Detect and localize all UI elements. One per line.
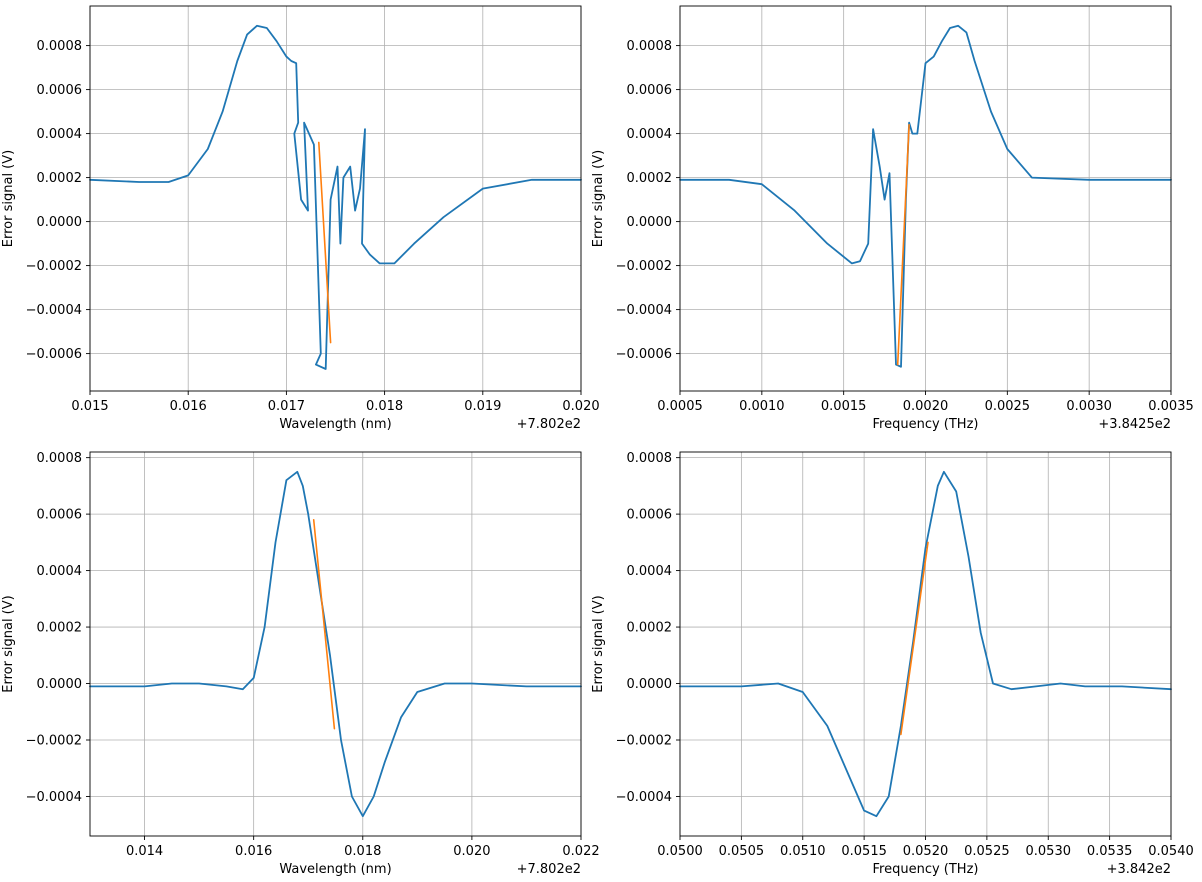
y-tick-label: 0.0000 [627, 215, 673, 230]
y-tick-label: 0.0006 [37, 83, 83, 98]
subplot-top-right: 0.0005 0.0010 0.0015 0.0020 0.0025 0.0030 0.00… [591, 5, 1194, 432]
data-line [679, 470, 1172, 818]
x-offset-text: +7.802e2 [517, 862, 581, 877]
data-line [89, 24, 582, 370]
axes-frame [89, 451, 582, 837]
y-tick-label: −0.0006 [616, 347, 672, 362]
x-tick-label: 0.020 [453, 844, 490, 859]
y-tick-label: −0.0004 [616, 303, 672, 318]
x-tick-label: 0.018 [344, 844, 381, 859]
y-tick-label: 0.0004 [37, 127, 83, 142]
y-tick-label: 0.0008 [627, 39, 673, 54]
y-tick-label: −0.0006 [26, 347, 82, 362]
x-axis-label: Wavelength (nm) [279, 417, 391, 432]
x-tick-label: 0.0005 [657, 399, 703, 414]
y-tick-label: 0.0004 [627, 127, 673, 142]
y-tick-label: −0.0002 [616, 259, 672, 274]
x-tick-label: 0.0510 [780, 844, 826, 859]
x-axis-label: Frequency (THz) [873, 862, 979, 877]
y-axis-label: Error signal (V) [591, 595, 606, 692]
x-tick-label: 0.020 [562, 399, 599, 414]
x-tick-label: 0.0020 [903, 399, 949, 414]
subplot-top-left: 0.015 0.016 0.017 0.018 0.019 0.020 −0.0006 −0.… [1, 5, 600, 432]
x-tick-label: 0.0030 [1066, 399, 1112, 414]
grid [89, 6, 582, 391]
x-tick-label: 0.017 [268, 399, 305, 414]
y-tick-label: 0.0008 [37, 39, 83, 54]
x-tick-label: 0.0525 [964, 844, 1010, 859]
x-tick-label: 0.0010 [739, 399, 785, 414]
y-axis-label: Error signal (V) [591, 150, 606, 247]
y-tick-label: −0.0004 [616, 790, 672, 805]
x-axis-label: Frequency (THz) [873, 417, 979, 432]
y-tick-label: 0.0000 [37, 677, 83, 692]
x-tick-label: 0.0540 [1148, 844, 1194, 859]
y-tick-label: −0.0004 [26, 790, 82, 805]
x-tick-label: 0.0025 [985, 399, 1031, 414]
x-tick-label: 0.0505 [719, 844, 765, 859]
grid [679, 452, 1172, 836]
y-tick-label: 0.0006 [627, 508, 673, 523]
x-tick-label: 0.018 [366, 399, 403, 414]
fit-line [900, 541, 929, 736]
x-tick-label: 0.015 [71, 399, 108, 414]
y-tick-label: 0.0004 [627, 564, 673, 579]
y-tick-label: 0.0006 [37, 508, 83, 523]
x-offset-text: +3.8425e2 [1098, 417, 1171, 432]
x-tick-label: 0.016 [235, 844, 272, 859]
x-tick-label: 0.0535 [1087, 844, 1133, 859]
y-axis-label: Error signal (V) [1, 150, 16, 247]
x-tick-label: 0.022 [562, 844, 599, 859]
x-offset-text: +7.802e2 [517, 417, 581, 432]
y-tick-label: 0.0008 [37, 451, 83, 466]
y-tick-label: 0.0006 [627, 83, 673, 98]
y-tick-label: −0.0002 [26, 734, 82, 749]
x-tick-label: 0.0515 [841, 844, 887, 859]
y-tick-label: 0.0004 [37, 564, 83, 579]
y-tick-label: 0.0000 [37, 215, 83, 230]
fit-line [896, 124, 910, 366]
y-tick-label: 0.0000 [627, 677, 673, 692]
y-tick-label: 0.0002 [37, 171, 83, 186]
x-tick-label: 0.016 [170, 399, 207, 414]
y-tick-label: −0.0004 [26, 303, 82, 318]
x-tick-label: 0.0015 [821, 399, 867, 414]
x-tick-label: 0.0530 [1026, 844, 1072, 859]
x-axis-label: Wavelength (nm) [279, 862, 391, 877]
data-line [89, 470, 582, 818]
x-tick-label: 0.0520 [903, 844, 949, 859]
subplot-bottom-right: 0.0500 0.0505 0.0510 0.0515 0.0520 0.0525 0.05… [591, 451, 1194, 877]
fit-line [312, 518, 336, 730]
subplot-bottom-left: 0.014 0.016 0.018 0.020 0.022 −0.0004 −0.0002 0… [1, 451, 600, 877]
y-tick-label: 0.0002 [627, 621, 673, 636]
x-tick-label: 0.0500 [657, 844, 703, 859]
y-tick-label: 0.0002 [627, 171, 673, 186]
axes-frame [89, 5, 582, 392]
y-axis-label: Error signal (V) [1, 595, 16, 692]
y-tick-label: 0.0008 [627, 451, 673, 466]
x-tick-label: 0.019 [464, 399, 501, 414]
fit-line [317, 141, 332, 344]
grid [90, 452, 582, 836]
x-offset-text: +3.842e2 [1107, 862, 1171, 877]
y-tick-label: −0.0002 [26, 259, 82, 274]
x-tick-label: 0.0035 [1148, 399, 1194, 414]
x-tick-label: 0.014 [126, 844, 163, 859]
y-tick-label: −0.0002 [616, 734, 672, 749]
y-tick-label: 0.0002 [37, 621, 83, 636]
